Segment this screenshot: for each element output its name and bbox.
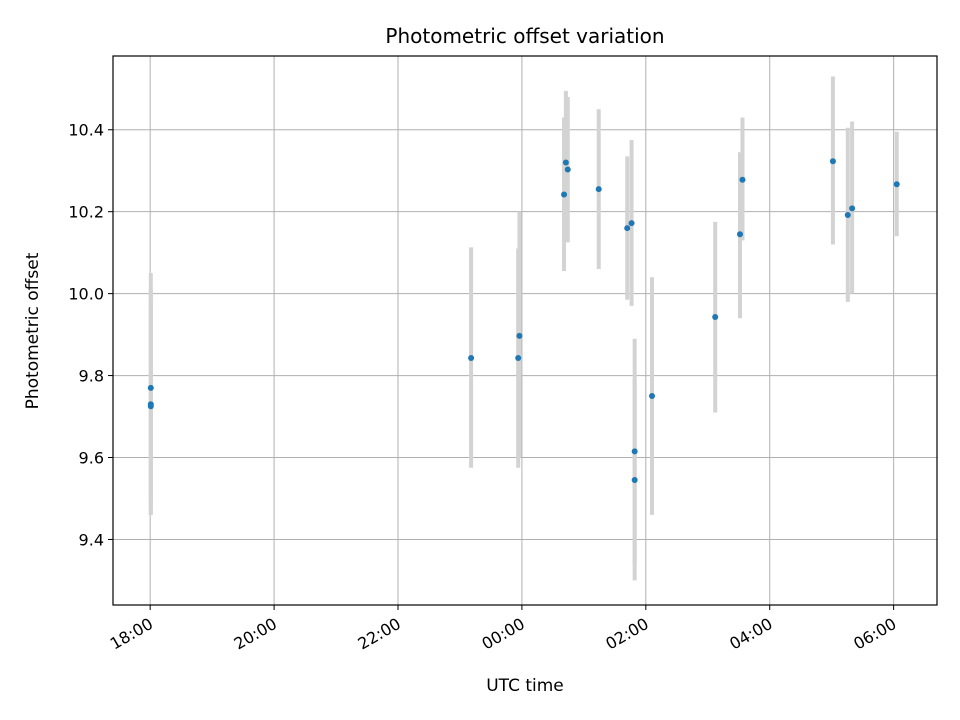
y-tick-label: 10.2 bbox=[68, 203, 104, 222]
data-point bbox=[564, 166, 571, 173]
y-tick-label: 9.4 bbox=[79, 530, 104, 549]
y-tick-label: 10.0 bbox=[68, 285, 104, 304]
data-point bbox=[561, 191, 568, 198]
chart-title: Photometric offset variation bbox=[385, 24, 664, 48]
y-tick-label: 10.4 bbox=[68, 121, 104, 140]
data-point bbox=[628, 220, 635, 227]
data-point bbox=[631, 448, 638, 455]
data-point bbox=[147, 384, 154, 391]
data-point bbox=[893, 181, 900, 188]
data-point bbox=[712, 313, 719, 320]
y-axis-label: Photometric offset bbox=[23, 252, 43, 409]
data-point bbox=[849, 205, 856, 212]
data-point bbox=[739, 176, 746, 183]
data-point bbox=[631, 477, 638, 484]
data-point bbox=[829, 158, 836, 165]
data-point bbox=[649, 393, 656, 400]
y-tick-label: 9.6 bbox=[79, 449, 104, 468]
grid-lines bbox=[113, 56, 937, 605]
y-axis-ticks: 9.4 9.6 9.8 10.0 10.2 10.4 bbox=[68, 121, 113, 549]
data-point bbox=[736, 231, 743, 238]
y-tick-label: 9.8 bbox=[79, 367, 104, 386]
data-point bbox=[562, 159, 569, 166]
data-point bbox=[468, 354, 475, 361]
plot-frame bbox=[112, 55, 938, 606]
data-points bbox=[147, 158, 900, 484]
x-axis-label: UTC time bbox=[486, 676, 564, 696]
data-point bbox=[624, 225, 631, 232]
data-point bbox=[516, 332, 523, 339]
data-point bbox=[515, 354, 522, 361]
data-point bbox=[595, 186, 602, 193]
data-point bbox=[147, 403, 154, 410]
data-point bbox=[844, 211, 851, 218]
